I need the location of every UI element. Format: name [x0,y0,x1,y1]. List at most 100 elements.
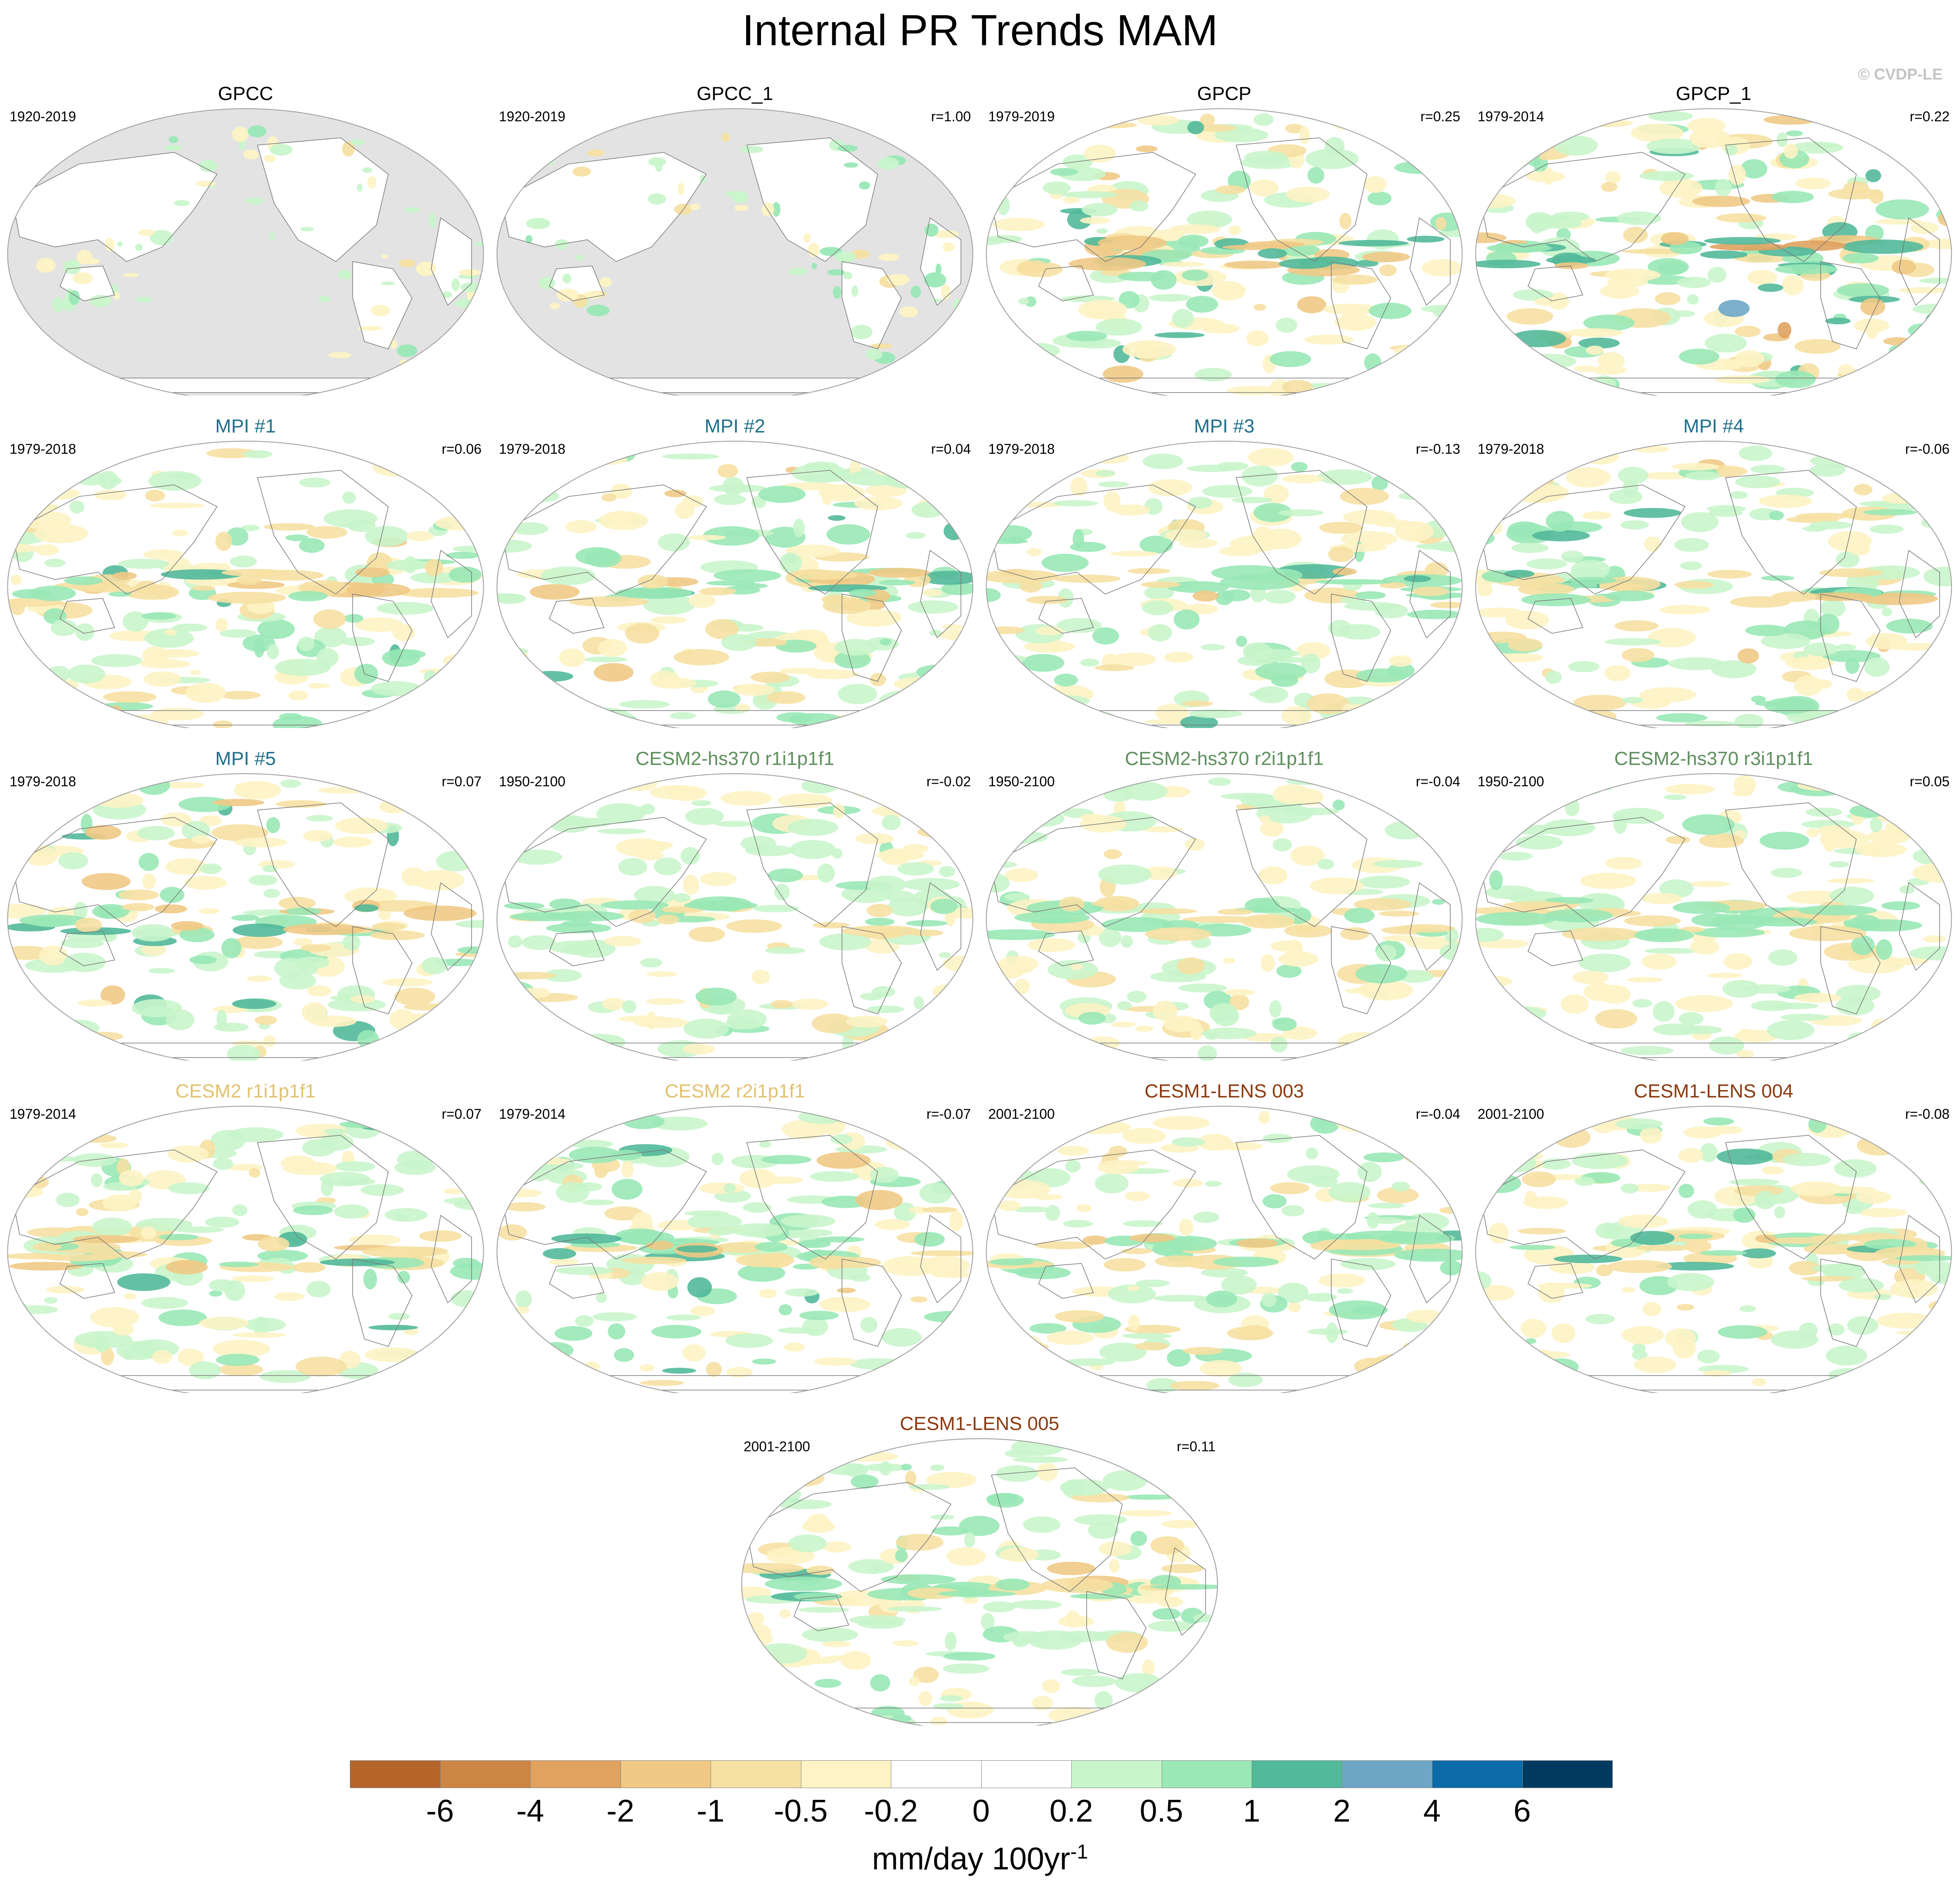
panel-period: 1979-2018 [10,441,76,457]
trend-map [1475,1106,1952,1393]
panel-period: 1979-2019 [988,109,1055,124]
map-panel: CESM2-hs370 r1i1p1f1 1950-2100 r=-0.02 [494,748,976,1061]
colorbar-tick-label: -6 [426,1794,454,1829]
panel-title: CESM2-hs370 r3i1p1f1 [1614,748,1813,769]
map-panel: CESM1-LENS 005 2001-2100 r=0.11 [738,1413,1221,1726]
panel-title: MPI #2 [704,416,765,437]
panel-title: CESM1-LENS 004 [1634,1081,1794,1102]
panel-correlation: r=0.07 [442,774,482,789]
colorbar-tick-label: 0.5 [1139,1794,1183,1829]
colorbar-swatch [620,1760,711,1788]
map-panel: GPCC_1 1920-2019 r=1.00 [494,83,976,396]
colorbar-tick-label: -2 [606,1794,635,1829]
panel-title: GPCC [218,83,273,104]
panel-period: 1979-2018 [988,441,1055,457]
colorbar-swatch [801,1760,891,1788]
panel-correlation: r=-0.13 [1415,441,1460,457]
panel-title: GPCP [1197,83,1252,104]
panel-correlation: r=-0.07 [926,1106,971,1122]
panel-correlation: r=0.22 [1910,109,1950,124]
colorbar-swatch [1252,1760,1342,1788]
colorbar-swatch [440,1760,531,1788]
map-panel: MPI #1 1979-2018 r=0.06 [4,415,487,728]
trend-map [741,1438,1218,1726]
panel-period: 1979-2018 [499,441,566,457]
colorbar-tick-label: 6 [1513,1794,1531,1829]
trend-map [7,108,484,396]
map-panel: MPI #5 1979-2018 r=0.07 [4,748,487,1061]
colorbar [350,1760,1613,1789]
panel-period: 1979-2018 [1478,441,1545,457]
panel-title: CESM2-hs370 r1i1p1f1 [635,748,834,769]
colorbar-swatch [1342,1760,1432,1788]
panel-period: 1950-2100 [988,774,1055,789]
panel-correlation: r=0.06 [442,441,482,457]
panel-period: 2001-2100 [744,1439,811,1454]
trend-map [986,108,1463,396]
panel-correlation: r=0.04 [931,441,971,457]
panel-correlation: r=0.05 [1910,774,1950,789]
colorbar-tick-label: 0.2 [1049,1794,1093,1829]
map-panel: CESM2-hs370 r3i1p1f1 1950-2100 r=0.05 [1472,748,1955,1061]
colorbar-swatch [1071,1760,1162,1788]
colorbar-tick-label: 4 [1423,1794,1441,1829]
panel-title: GPCC_1 [696,83,774,104]
panel-period: 2001-2100 [1478,1106,1545,1122]
trend-map [496,108,973,396]
map-panel: GPCP 1979-2019 r=0.25 [983,83,1465,396]
map-panel: MPI #4 1979-2018 r=-0.06 [1472,415,1955,728]
trend-map [496,441,973,728]
trend-map [7,773,484,1061]
trend-map [7,441,484,728]
colorbar-swatch [891,1760,982,1788]
panel-period: 1920-2019 [10,109,76,124]
colorbar-swatch [1522,1760,1613,1788]
panel-period: 1950-2100 [1478,774,1545,789]
trend-map [496,773,973,1061]
panel-period: 2001-2100 [988,1106,1055,1122]
colorbar-swatch [981,1760,1072,1788]
colorbar-tick-label: 0 [972,1794,990,1829]
panel-period: 1950-2100 [499,774,566,789]
colorbar-swatch [711,1760,801,1788]
panel-title: CESM1-LENS 005 [900,1413,1060,1434]
trend-map [986,441,1463,728]
trend-map [1475,441,1952,728]
colorbar-tick-label: -0.2 [864,1794,918,1829]
panel-correlation: r=1.00 [931,109,971,124]
trend-map [1475,773,1952,1061]
colorbar-tick-label: 1 [1242,1794,1261,1829]
trend-map [986,1106,1463,1393]
panel-correlation: r=-0.02 [926,774,971,789]
colorbar-tick-label: 2 [1333,1794,1351,1829]
map-panel: MPI #3 1979-2018 r=-0.13 [983,415,1465,728]
colorbar-swatch [350,1760,441,1788]
panel-period: 1979-2018 [10,774,76,789]
map-panel: CESM1-LENS 003 2001-2100 r=-0.04 [983,1080,1465,1393]
map-panel: CESM2 r1i1p1f1 1979-2014 r=0.07 [4,1080,487,1393]
map-panel: CESM1-LENS 004 2001-2100 r=-0.08 [1472,1080,1955,1393]
colorbar-swatch [1161,1760,1252,1788]
panel-correlation: r=-0.06 [1905,441,1950,457]
trend-map [986,773,1463,1061]
panel-title: MPI #5 [215,748,276,769]
colorbar-tick-label: -1 [696,1794,725,1829]
panel-period: 1979-2014 [499,1106,566,1122]
panel-title: MPI #1 [215,416,276,437]
figure-title: Internal PR Trends MAM [742,6,1218,55]
panel-correlation: r=0.07 [442,1106,482,1122]
panel-period: 1920-2019 [499,109,566,124]
panel-period: 1979-2014 [10,1106,76,1122]
map-panel: CESM2 r2i1p1f1 1979-2014 r=-0.07 [494,1080,976,1393]
panel-title: CESM2 r2i1p1f1 [664,1081,805,1102]
panel-correlation: r=0.25 [1420,109,1460,124]
panel-correlation: r=-0.04 [1415,774,1460,789]
map-panel: GPCP_1 1979-2014 r=0.22 [1472,83,1955,396]
trend-map [1475,108,1952,396]
map-panel: MPI #2 1979-2018 r=0.04 [494,415,976,728]
panel-title: CESM2 r1i1p1f1 [175,1081,316,1102]
trend-map [496,1106,973,1393]
map-panel: CESM2-hs370 r2i1p1f1 1950-2100 r=-0.04 [983,748,1465,1061]
colorbar-units: mm/day 100yr-1 [872,1840,1088,1876]
panel-title: MPI #4 [1683,416,1744,437]
